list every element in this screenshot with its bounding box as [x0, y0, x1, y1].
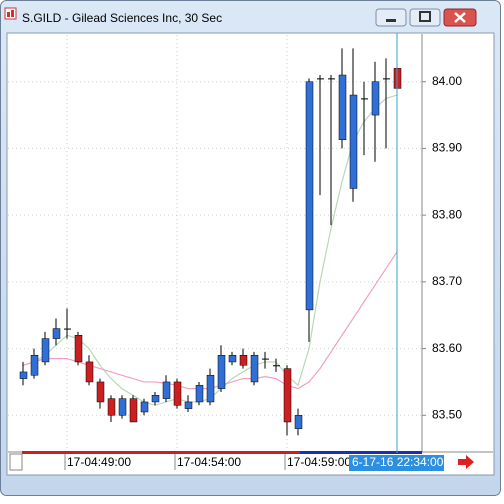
candle-body — [349, 94, 358, 189]
candle-body — [317, 78, 324, 80]
candle-body — [250, 355, 259, 383]
minimize-button[interactable] — [375, 8, 407, 27]
candle-body — [217, 355, 226, 389]
candle-body — [64, 328, 71, 330]
candle-body — [195, 385, 204, 403]
candle-body — [228, 355, 237, 363]
candle-body — [371, 81, 380, 116]
maximize-button[interactable] — [409, 8, 441, 27]
y-tick-label: 84.00 — [432, 74, 462, 88]
candle-body — [96, 381, 105, 403]
scroll-track — [22, 451, 422, 454]
candle-body — [30, 355, 39, 376]
client-area — [6, 32, 495, 476]
close-button[interactable] — [443, 8, 477, 27]
candle-body — [328, 78, 335, 80]
y-tick-label: 83.70 — [432, 274, 462, 288]
window-icon-bar — [11, 10, 14, 17]
candle-body — [294, 415, 303, 429]
candle-body — [118, 398, 127, 416]
candle-body — [52, 328, 61, 339]
crosshair-label: 6-17-16 22:34:00 — [352, 455, 444, 469]
x-tick-label: 17-04:59:00 — [287, 455, 351, 469]
candle-body — [19, 371, 28, 379]
candle-body — [262, 358, 269, 360]
x-tick-label: 17-04:54:00 — [177, 455, 241, 469]
candle-body — [283, 368, 292, 423]
candle-body — [338, 74, 347, 141]
candle-body — [184, 401, 193, 409]
candle-body — [173, 381, 182, 406]
y-tick-label: 83.60 — [432, 341, 462, 355]
candle-body — [41, 338, 50, 363]
window-title: S.GILD - Gilead Sciences Inc, 30 Sec — [22, 11, 222, 25]
candle-body — [74, 334, 83, 363]
candle-body — [140, 401, 149, 413]
candle-body — [151, 395, 160, 403]
x-tick-label: 17-04:49:00 — [67, 455, 131, 469]
candle-body — [129, 398, 138, 423]
y-tick-label: 83.90 — [432, 141, 462, 155]
candle-body — [85, 361, 94, 383]
candle-body — [383, 78, 390, 80]
y-tick-label: 83.80 — [432, 207, 462, 221]
candle-body — [273, 365, 280, 367]
y-tick-label: 83.50 — [432, 407, 462, 421]
candle-body — [239, 355, 248, 366]
candle-body — [206, 375, 215, 403]
crosshair-label-bg — [349, 455, 444, 471]
scroll-thumb[interactable] — [300, 451, 422, 454]
candle-body — [107, 398, 116, 416]
candle-body — [361, 98, 368, 100]
candle-body — [305, 81, 314, 311]
scroll-right-arrow[interactable] — [458, 455, 474, 469]
window-icon — [4, 7, 17, 20]
scroll-box[interactable] — [9, 453, 23, 471]
candle-body — [162, 381, 171, 399]
window-icon-bar — [7, 12, 10, 17]
